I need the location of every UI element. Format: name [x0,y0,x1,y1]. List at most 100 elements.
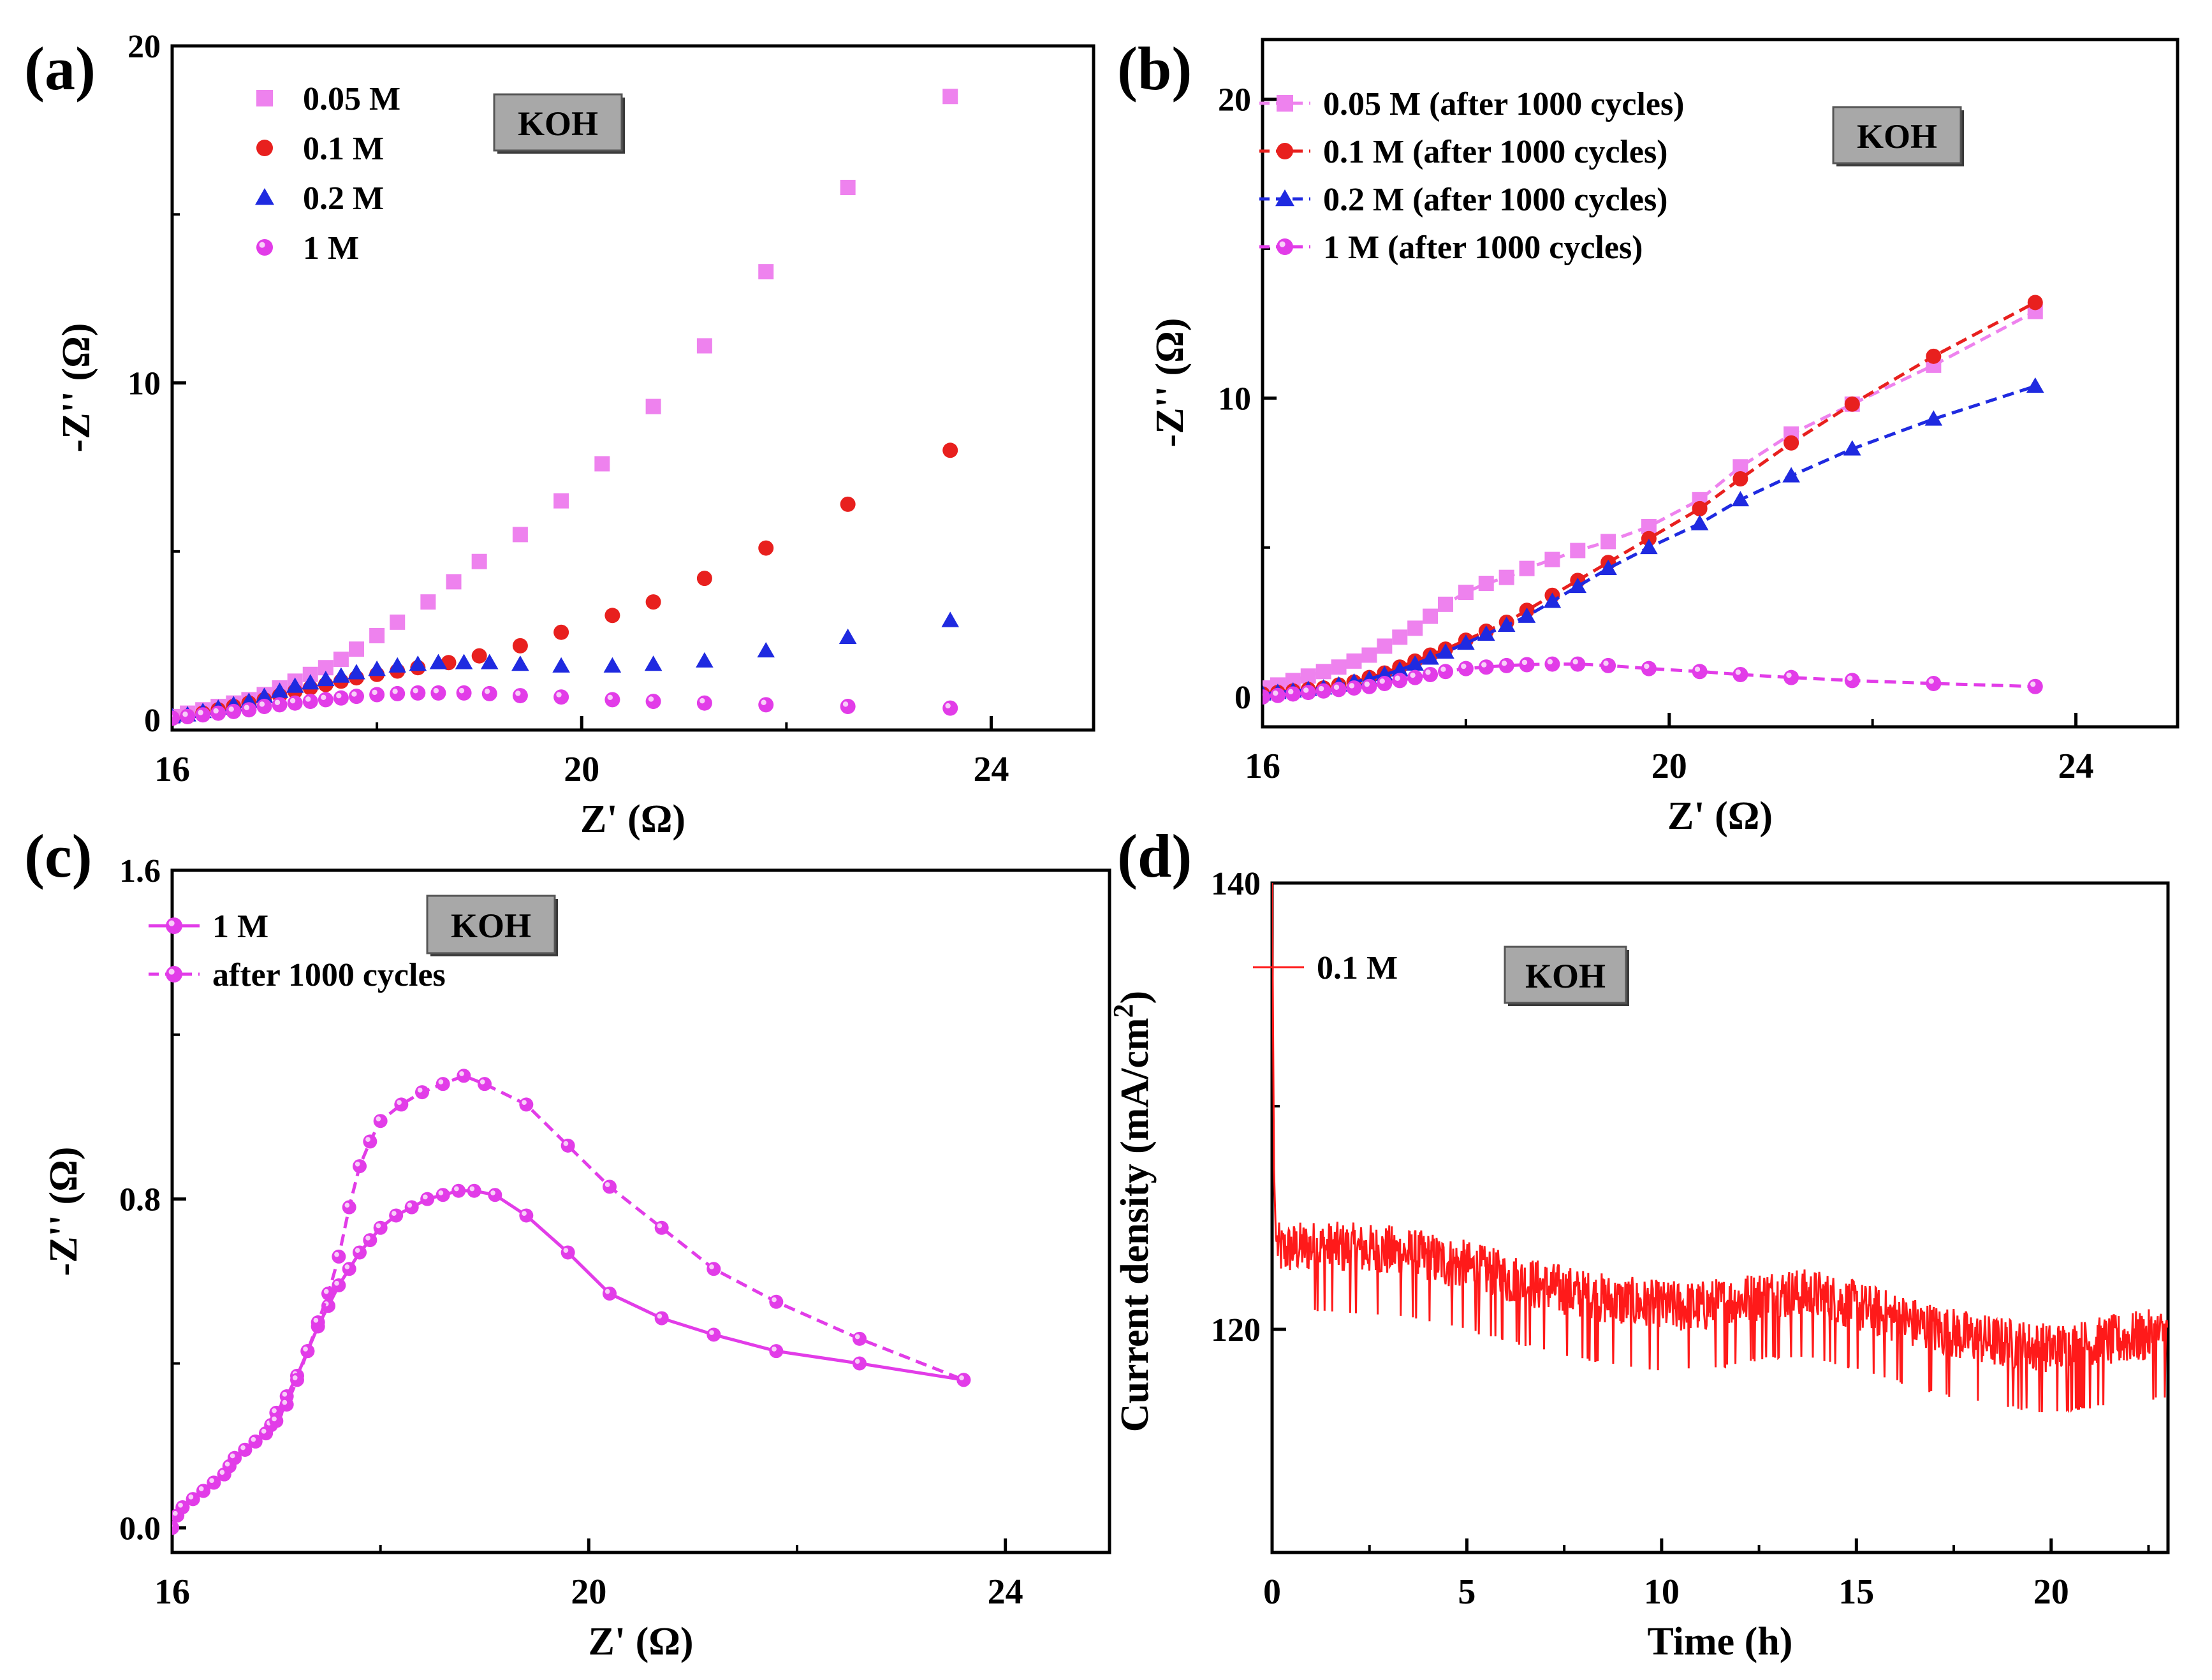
y-tick-label: 10 [1218,381,1251,417]
current-trace [1272,883,2168,1413]
data-point [488,1188,502,1202]
data-point [333,652,349,667]
x-tick-label: 16 [154,1572,190,1612]
data-point-shine [1349,683,1355,689]
data-point-shine [303,1347,308,1352]
data-point-shine [480,1079,485,1085]
data-layer [172,89,960,726]
panel-label: (a) [24,34,96,103]
series-line [1263,384,2036,696]
data-point [1377,638,1393,654]
data-point [1392,673,1408,689]
data-point [1438,664,1453,680]
data-point-shine [1273,690,1278,696]
data-point-shine [604,1182,610,1187]
data-point [1423,608,1439,624]
data-point-shine [1928,678,1934,684]
data-point [1423,666,1439,682]
data-point-shine [556,692,562,698]
legend-entry: 1 M (after 1000 cycles) [1259,230,1643,266]
data-point-shine [772,1347,777,1352]
data-point [409,655,427,671]
data-point [390,685,406,701]
data-point-shine [657,1313,663,1319]
data-point [373,1220,388,1235]
data-point [757,641,775,658]
data-point [1377,676,1393,692]
data-point-shine [484,689,490,694]
data-point-shine [1847,675,1853,681]
data-point [696,695,712,711]
data-point [707,1327,721,1342]
data-point [840,699,856,714]
data-point [342,1200,356,1215]
data-point [1331,682,1347,698]
data-point [519,1097,534,1112]
legend-marker [1275,189,1294,207]
data-point-shine [490,1190,495,1195]
data-point [272,697,288,713]
data-point-shine [228,706,234,712]
data-point [436,1077,450,1092]
series-1-m [172,685,958,726]
y-tick-label: 0 [1234,680,1251,716]
legend-label: after 1000 cycles [212,957,446,993]
data-point [1438,596,1453,612]
data-point-shine [272,1416,277,1422]
data-point-shine [1410,672,1416,678]
series-1-m [172,1183,971,1535]
data-point [1926,676,1942,692]
data-point [481,685,497,701]
legend-entry: 0.05 M (after 1000 cycles) [1259,86,1685,122]
panel-d: 0 5 10 15 20 120 140 Time (h) Current density (m… [1108,822,2170,1663]
data-point-shine [1521,659,1528,666]
data-point-shine [1481,662,1487,668]
data-point [1270,687,1285,703]
data-point [560,1245,575,1260]
data-point-shine [372,689,377,696]
data-point [287,695,303,711]
data-point [1843,440,1861,456]
data-point-shine [251,1436,256,1442]
y-tick-label: 10 [128,366,161,402]
y-axis-label: -Z'' (Ω) [1148,318,1192,448]
data-point-shine [607,694,613,701]
data-point [707,1262,721,1276]
data-point [552,657,570,673]
data-point-shine [336,692,342,699]
legend-marker [166,917,182,934]
data-point [349,689,364,705]
data-point [853,1356,867,1371]
y-axis-label: -Z'' (Ω) [42,1147,85,1276]
data-point-shine [344,1264,350,1269]
data-point-shine [289,698,296,704]
data-point-shine [282,1399,288,1405]
legend-marker [256,90,273,106]
data-point-shine [648,696,654,702]
data-point [1569,577,1587,594]
data-point-shine [240,1445,245,1450]
data-point [1844,396,1860,412]
legend-marker [1277,143,1293,159]
data-point [363,1233,377,1248]
data-point-shine [344,1202,350,1208]
data-point-shine [709,1330,714,1335]
y-tick-label: 140 [1211,866,1261,902]
data-point [172,710,180,726]
data-point [318,692,333,708]
data-point [279,1397,294,1412]
data-point [654,1220,669,1235]
data-point [373,1114,388,1129]
data-point [840,496,856,512]
data-point-shine [321,694,326,701]
data-point [394,1097,409,1112]
series-after-1000-cycles [172,1069,971,1535]
legend-entry: 0.1 M [256,131,384,167]
data-point [1732,471,1748,486]
series-0-05-m-after-1000-cycles- [1263,303,2043,696]
data-point-shine [272,1408,277,1413]
data-point-shine [198,710,203,715]
data-point-shine [854,1334,860,1340]
series-line [172,1189,964,1529]
data-point [471,553,487,569]
